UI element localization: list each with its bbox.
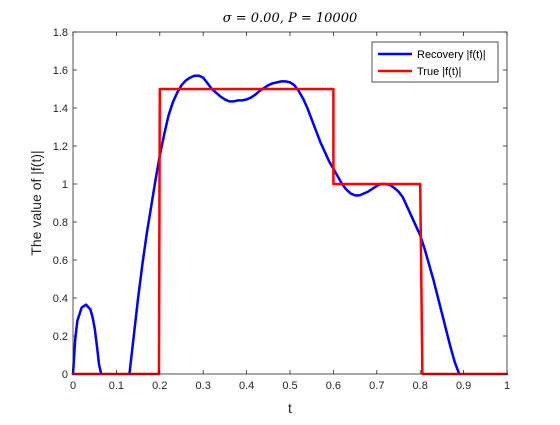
y-tick-label: 1.2 [53, 141, 68, 153]
y-axis-title: The value of |f(t)| [28, 150, 44, 255]
x-tick-label: 0.3 [196, 380, 211, 392]
y-tick-label: 0.6 [53, 255, 68, 267]
y-tick-label: 0.4 [53, 293, 68, 305]
series-layer [71, 74, 509, 376]
y-tick-label: 1.8 [53, 27, 68, 39]
y-tick-label: 1 [62, 179, 68, 191]
legend-box [371, 41, 499, 83]
x-tick-label: 0.2 [152, 380, 167, 392]
y-tick-label: 0.8 [53, 217, 68, 229]
series-true [71, 87, 509, 376]
x-tick-label: 0.6 [326, 380, 341, 392]
x-tick-label: 0.4 [239, 380, 254, 392]
ticks-layer: 0 0.1 0.2 0.3 0.4 0.5 0.6 0.7 0.8 0.9 1 0 0.2 0.4 0.6 0… [53, 27, 510, 392]
x-tick-label: 0.1 [109, 380, 124, 392]
y-tick-label: 0 [62, 369, 68, 381]
x-tick-label: 0.8 [413, 380, 428, 392]
series-line-segment [71, 303, 103, 376]
y-tick-label: 0.2 [53, 331, 68, 343]
x-tick-label: 0.7 [369, 380, 384, 392]
chart-title: σ = 0.00, P = 10000 [223, 11, 358, 26]
x-axis-title: t [288, 400, 292, 416]
x-tick-label: 0.5 [282, 380, 297, 392]
x-tick-label: 0.9 [456, 380, 471, 392]
y-tick-label: 1.4 [53, 103, 68, 115]
x-tick-label: 1 [504, 380, 510, 392]
x-tick-label: 0 [70, 380, 76, 392]
y-tick-label: 1.6 [53, 65, 68, 77]
series-line-segment [71, 87, 509, 376]
legend: Recovery |f(t)| True |f(t)| [371, 41, 499, 83]
legend-label-true: True |f(t)| [417, 66, 461, 78]
legend-label-recovery: Recovery |f(t)| [417, 49, 486, 61]
